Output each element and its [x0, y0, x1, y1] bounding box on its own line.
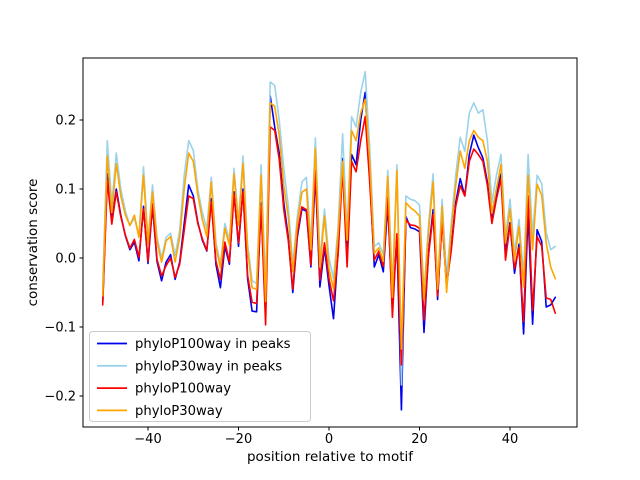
line-phylop30way-in-peaks [101, 70, 557, 386]
legend-label-phylop30way-in-peaks: phyloP30way in peaks [135, 359, 282, 374]
y-tick-label: 0.1 [55, 183, 76, 198]
y-tick-label: 0.0 [55, 252, 76, 267]
x-tick-label: 20 [411, 432, 428, 447]
y-axis-label: conservation score [25, 179, 41, 307]
y-tick-label: −0.1 [44, 321, 76, 336]
x-tick-label: −40 [134, 432, 161, 447]
axes-frame [82, 57, 578, 428]
legend-box [89, 331, 311, 422]
legend: phyloP100way in peaks phyloP30way in pea… [89, 331, 311, 422]
legend-label-phylop100way: phyloP100way [135, 382, 231, 397]
x-tick-label: −20 [225, 432, 252, 447]
axis-ticks: −40 −20 0 20 40 0.2 0.1 0.0 −0.1 −0.2 [44, 114, 518, 448]
legend-label-phylop30way: phyloP30way [135, 404, 223, 419]
x-axis-label: position relative to motif [247, 449, 414, 465]
y-tick-label: 0.2 [55, 114, 76, 129]
line-phylop30way [101, 98, 557, 350]
legend-label-phylop100way-in-peaks: phyloP100way in peaks [135, 337, 291, 352]
x-tick-label: 40 [502, 432, 519, 447]
y-tick-label: −0.2 [44, 390, 76, 405]
x-tick-label: 0 [325, 432, 333, 447]
data-series [101, 70, 557, 411]
line-phylop100way [101, 115, 557, 366]
